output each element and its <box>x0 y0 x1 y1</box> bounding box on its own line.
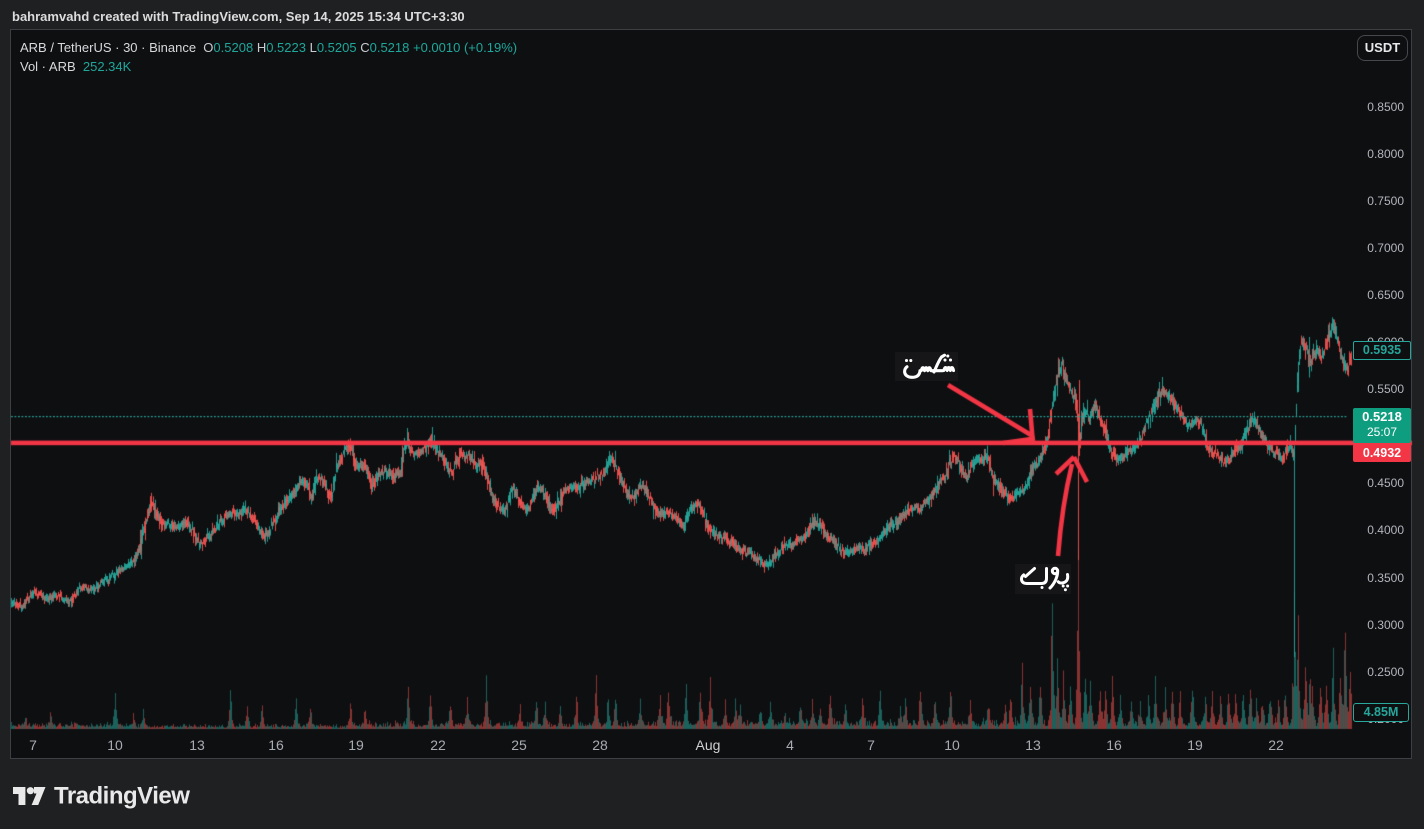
svg-text:TradingView: TradingView <box>54 783 190 810</box>
